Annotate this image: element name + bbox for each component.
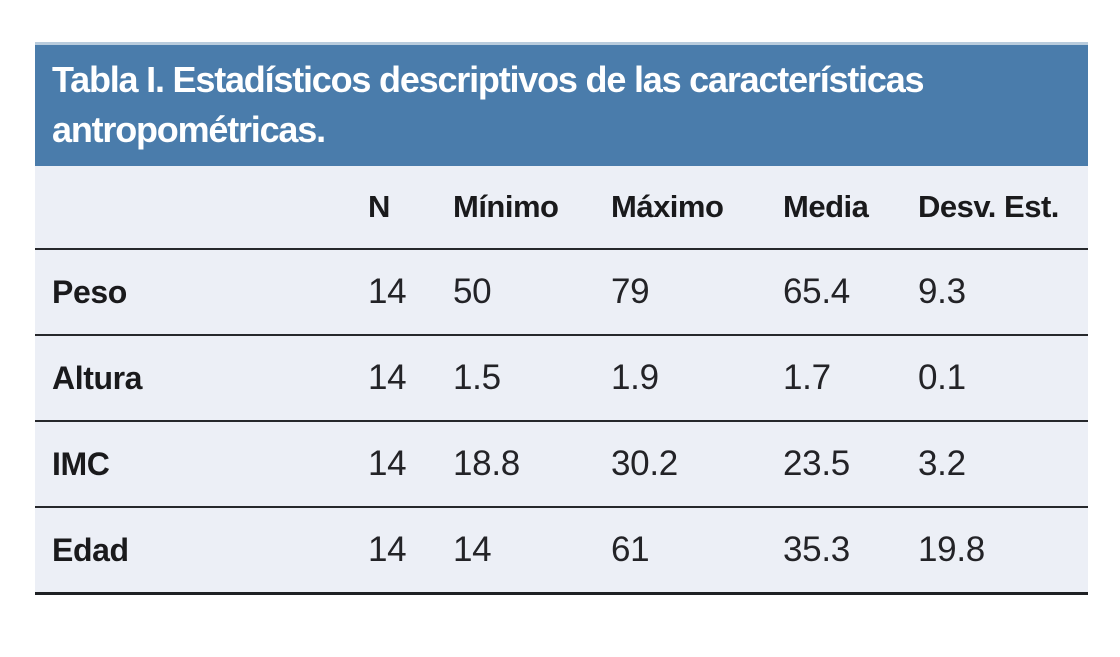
cell-peso-minimo: 50 (453, 272, 492, 311)
stats-table: N Mínimo Máximo Media Desv. Est. Peso 14… (35, 166, 1088, 595)
table-row-edad: Edad 14 14 61 35.3 19.8 (35, 507, 1088, 594)
cell-peso-desv: 9.3 (918, 272, 966, 311)
row-label-altura: Altura (52, 359, 143, 396)
cell-imc-desv: 3.2 (918, 444, 966, 483)
cell-peso-n: 14 (368, 272, 407, 311)
header-cell-maximo: Máximo (611, 189, 724, 224)
cell-edad-desv: 19.8 (918, 530, 985, 569)
cell-edad-minimo: 14 (453, 530, 492, 569)
header-row: N Mínimo Máximo Media Desv. Est. (35, 166, 1088, 249)
header-cell-empty (35, 166, 368, 249)
table-row-altura: Altura 14 1.5 1.9 1.7 0.1 (35, 335, 1088, 421)
table-title-line-2: antropométricas. (52, 109, 326, 150)
row-label-edad: Edad (52, 531, 129, 568)
cell-imc-minimo: 18.8 (453, 444, 520, 483)
row-label-peso: Peso (52, 273, 127, 310)
header-cell-desv-est: Desv. Est. (918, 189, 1059, 224)
table-title-line-1: Tabla I. Estadísticos descriptivos de la… (52, 59, 925, 100)
cell-altura-maximo: 1.9 (611, 358, 659, 397)
cell-altura-n: 14 (368, 358, 407, 397)
cell-altura-media: 1.7 (783, 358, 831, 397)
table-title: Tabla I. Estadísticos descriptivos de la… (35, 42, 1088, 166)
header-cell-minimo: Mínimo (453, 189, 559, 224)
cell-altura-minimo: 1.5 (453, 358, 501, 397)
header-cell-n: N (368, 189, 390, 224)
cell-imc-maximo: 30.2 (611, 444, 678, 483)
cell-peso-media: 65.4 (783, 272, 850, 311)
cell-edad-n: 14 (368, 530, 407, 569)
table-row-peso: Peso 14 50 79 65.4 9.3 (35, 249, 1088, 335)
table-row-imc: IMC 14 18.8 30.2 23.5 3.2 (35, 421, 1088, 507)
cell-altura-desv: 0.1 (918, 358, 966, 397)
cell-imc-media: 23.5 (783, 444, 850, 483)
header-cell-media: Media (783, 189, 869, 224)
table-figure: Tabla I. Estadísticos descriptivos de la… (35, 42, 1088, 595)
cell-imc-n: 14 (368, 444, 407, 483)
cell-edad-media: 35.3 (783, 530, 850, 569)
row-label-imc: IMC (52, 445, 110, 482)
cell-peso-maximo: 79 (611, 272, 650, 311)
cell-edad-maximo: 61 (611, 530, 650, 569)
